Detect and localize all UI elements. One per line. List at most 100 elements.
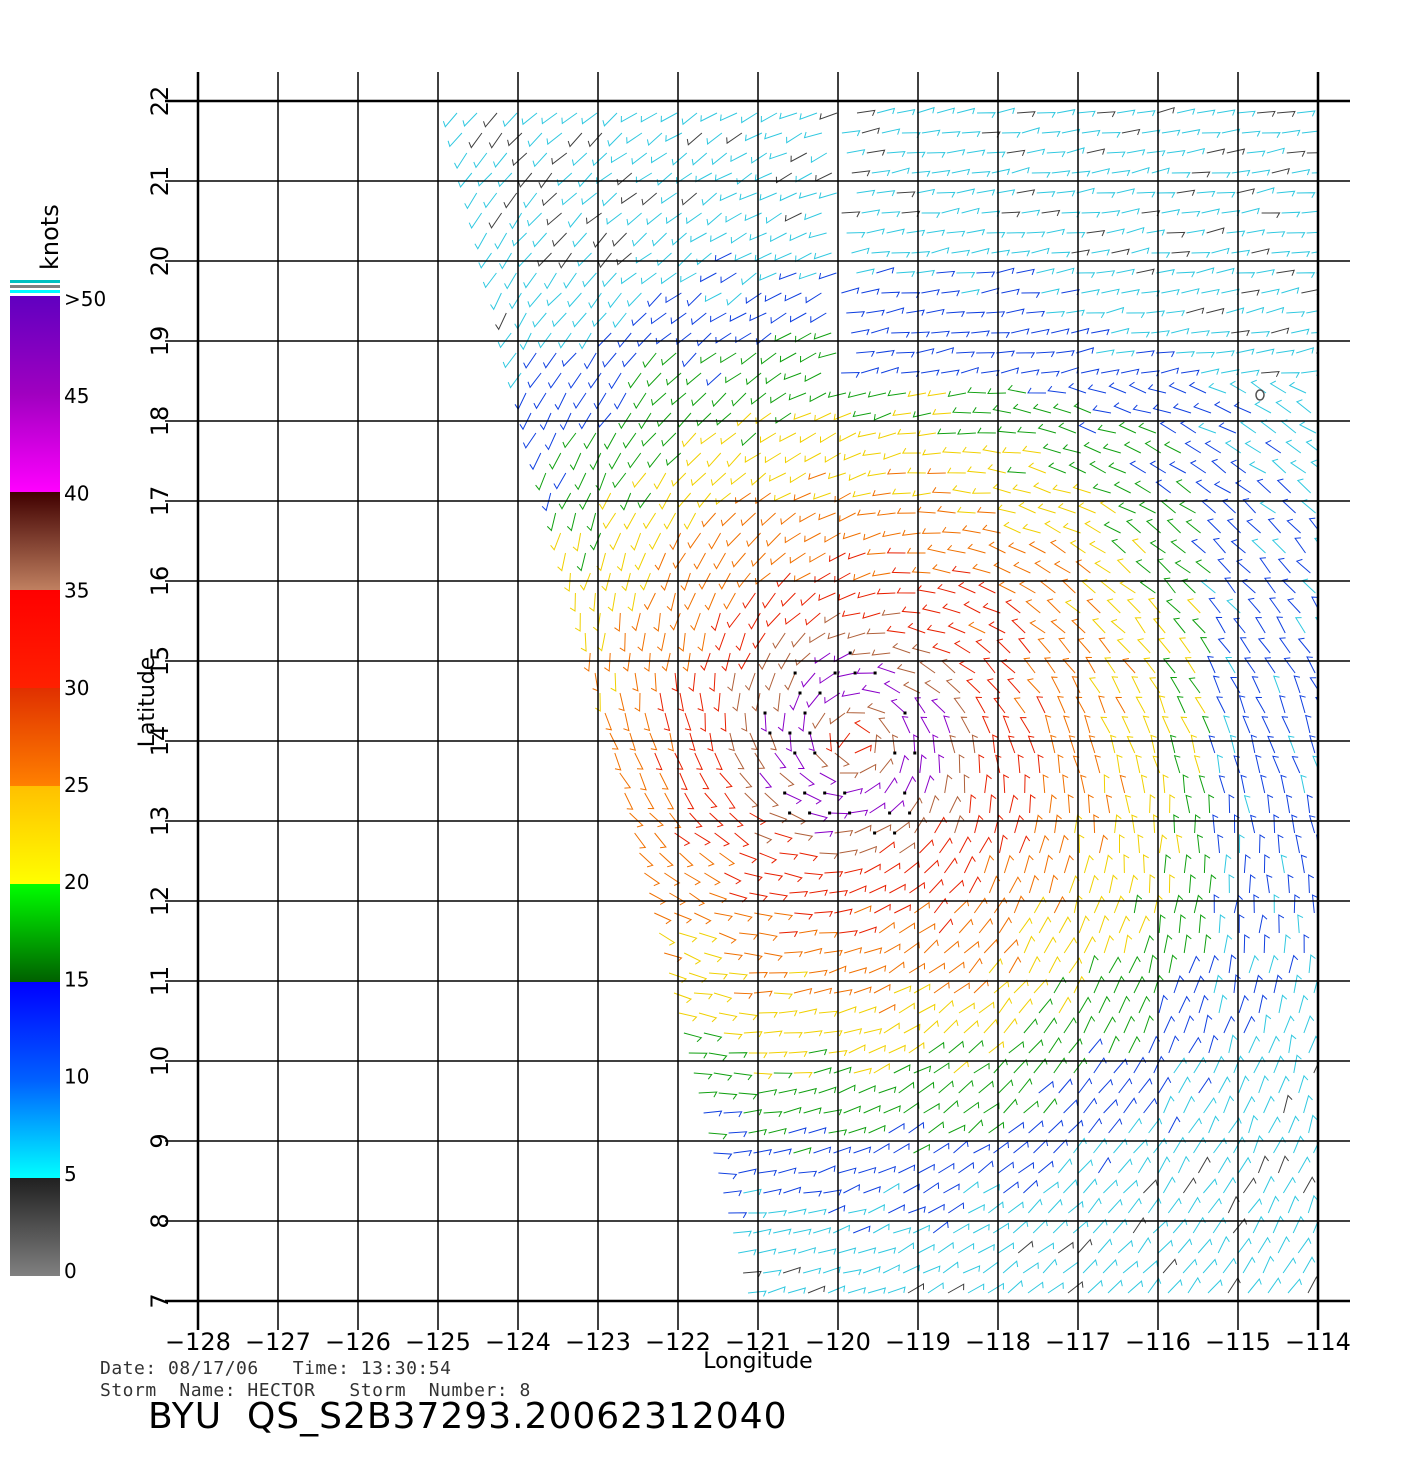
wind-barb — [1031, 172, 1051, 178]
wind-barb — [1103, 934, 1114, 954]
wind-barb — [741, 112, 758, 124]
wind-barb — [587, 372, 602, 389]
wind-barb — [1089, 460, 1107, 474]
wind-barb — [1021, 369, 1040, 376]
wind-barb — [1036, 696, 1046, 714]
wind-barb — [1261, 288, 1280, 295]
wind-barb — [1217, 637, 1231, 654]
wind-barb — [1298, 421, 1317, 434]
wind-barb — [888, 1044, 906, 1054]
wind-barb — [979, 836, 992, 854]
wind-barb — [493, 152, 508, 169]
wind-barb — [1317, 1172, 1318, 1173]
wind-barb — [1046, 151, 1066, 158]
wind-barb — [1255, 696, 1266, 714]
wind-barb — [901, 529, 921, 536]
wind-barb — [978, 1001, 995, 1014]
wind-barb — [916, 585, 936, 594]
wind-barb — [734, 832, 750, 847]
wind-barb — [1027, 387, 1047, 394]
wind-barb — [1168, 461, 1187, 474]
wind-barb — [913, 1065, 932, 1074]
wind-barb — [766, 532, 781, 547]
colorbar-label: 10 — [64, 1065, 89, 1089]
wind-barb — [961, 131, 981, 138]
wind-barb — [824, 949, 843, 956]
wind-barb — [1153, 974, 1164, 994]
wind-barb — [893, 985, 912, 994]
wind-barb — [1124, 794, 1132, 814]
wind-barb — [1062, 444, 1081, 454]
wind-barb — [1103, 774, 1110, 794]
wind-barb — [519, 412, 532, 431]
wind-barb — [1032, 482, 1051, 494]
wind-barb — [583, 432, 597, 450]
wind-barb — [497, 172, 513, 188]
wind-barb — [951, 565, 971, 574]
wind-barb — [953, 640, 971, 654]
wind-barb — [1033, 896, 1047, 914]
wind-barb — [829, 889, 849, 897]
wind-barb — [1156, 351, 1175, 358]
wind-barb — [878, 1086, 897, 1094]
wind-barb — [889, 799, 905, 814]
wind-barb — [1287, 1278, 1302, 1294]
wind-barb — [975, 639, 991, 654]
wind-barb — [1167, 1197, 1182, 1214]
wind-barb — [666, 592, 676, 612]
wind-barb — [996, 267, 1015, 275]
wind-barb — [1196, 351, 1215, 358]
wind-barb — [1305, 714, 1312, 734]
wind-barb — [1204, 440, 1222, 454]
wind-barb — [1241, 207, 1260, 215]
wind-barb — [810, 312, 827, 324]
wind-barb — [1258, 994, 1268, 1014]
wind-barb — [914, 816, 928, 834]
wind-barb — [828, 552, 846, 563]
wind-barb — [1324, 1096, 1333, 1113]
wind-barb — [726, 452, 742, 468]
wind-barb — [1036, 351, 1055, 358]
wind-barb — [1137, 1156, 1151, 1174]
wind-barb — [1029, 794, 1036, 814]
wind-barb — [1038, 916, 1052, 934]
wind-barb — [777, 712, 786, 732]
wind-barb — [1019, 717, 1031, 734]
wind-barb — [992, 404, 1012, 414]
wind-barb — [1283, 934, 1291, 954]
wind-barb — [971, 171, 991, 178]
wind-barb — [972, 563, 991, 574]
wind-barb — [946, 149, 966, 156]
wind-barb — [1300, 854, 1307, 874]
wind-barb — [1119, 580, 1136, 594]
wind-barb — [1048, 955, 1061, 974]
wind-barb — [815, 172, 833, 182]
wind-barb — [808, 1127, 827, 1134]
wind-barb — [1037, 423, 1057, 434]
wind-barb — [1134, 480, 1151, 494]
wind-barb — [928, 962, 945, 974]
wind-barb — [958, 1002, 975, 1014]
wind-barb — [665, 212, 682, 225]
wind-barb — [1126, 735, 1136, 754]
wind-barb — [694, 832, 711, 846]
wind-barb — [1083, 1015, 1096, 1034]
wind-barb — [952, 407, 972, 414]
wind-barb — [527, 132, 543, 148]
wind-barb — [1063, 1099, 1079, 1114]
wind-barb — [610, 672, 617, 692]
y-axis-title: Latitude — [135, 657, 160, 748]
wind-barb — [719, 112, 738, 122]
wind-barb — [1131, 247, 1150, 254]
wind-barb — [1271, 538, 1286, 554]
wind-barb — [751, 552, 766, 567]
wind-barb — [681, 112, 698, 126]
wind-barb — [674, 832, 691, 847]
wind-barb — [719, 852, 736, 867]
wind-barb — [517, 252, 532, 268]
wind-barb — [1251, 248, 1270, 255]
wind-barb — [1106, 228, 1125, 235]
wind-barb — [778, 272, 797, 280]
wind-barb — [789, 472, 807, 484]
wind-barb — [1218, 1076, 1231, 1094]
